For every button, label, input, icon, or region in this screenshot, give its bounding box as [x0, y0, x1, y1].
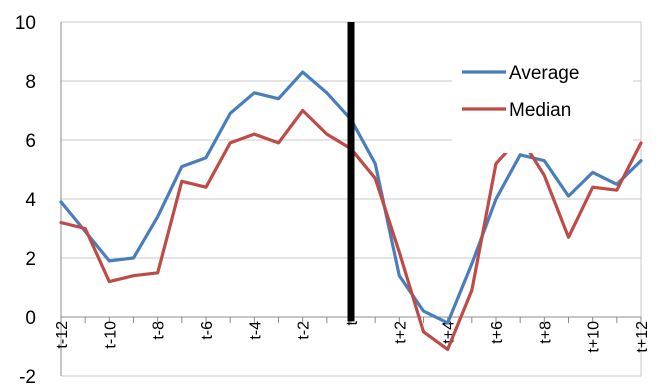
x-tick-label: t-2: [296, 321, 313, 340]
y-tick-label: 0: [25, 308, 36, 329]
legend-label: Median: [509, 100, 571, 121]
x-tick-label: t+6: [489, 321, 506, 344]
x-tick-label: t+8: [537, 321, 554, 344]
y-axis-ticks: 10 8 6 4 2 0 -2: [15, 13, 37, 388]
y-tick-label: 4: [25, 190, 36, 211]
x-tick-label: t-8: [151, 321, 168, 340]
y-tick-label: -2: [19, 367, 36, 388]
x-tick-label: t+12: [634, 321, 651, 353]
legend-label: Average: [509, 63, 579, 84]
x-tick-label: t: [344, 320, 361, 325]
x-tick-label: t-10: [102, 321, 119, 349]
legend-box: [452, 47, 633, 153]
y-tick-label: 8: [25, 72, 36, 93]
x-tick-label: t-12: [54, 321, 71, 349]
x-tick-label: t-6: [199, 321, 216, 340]
legend: Average Median: [452, 47, 633, 153]
y-tick-label: 10: [15, 13, 36, 34]
y-tick-label: 6: [25, 131, 36, 152]
x-tick-label: t-4: [247, 321, 264, 340]
y-tick-label: 2: [25, 249, 36, 270]
x-tick-label: t+10: [586, 321, 603, 353]
x-tick-label: t+2: [392, 321, 409, 344]
x-axis-ticks: t-12 t-10 t-8 t-6 t-4 t-2 t t+2 t+4 t+6 t+8 t+10 t+1…: [54, 320, 651, 352]
